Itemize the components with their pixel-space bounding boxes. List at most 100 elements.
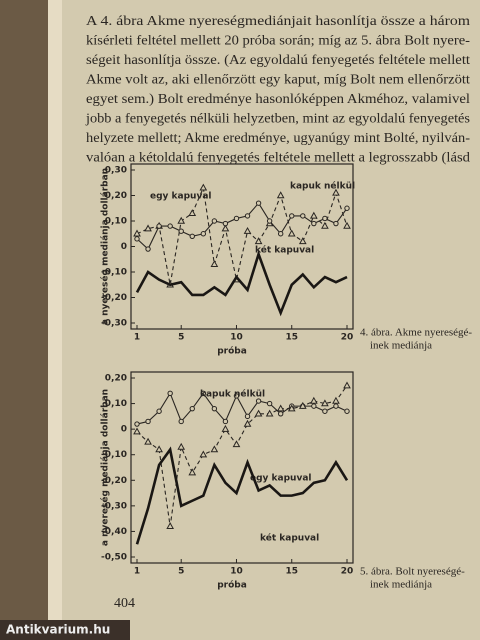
point <box>287 229 296 237</box>
point <box>344 205 350 211</box>
paragraph-line: Akme volt az, aki ellenőrzött egy kaput,… <box>86 72 470 87</box>
point <box>298 401 307 409</box>
plot-frame <box>130 371 354 564</box>
point <box>321 221 329 229</box>
x-tick-label: 1 <box>134 333 140 343</box>
y-tick-label: -0,20 <box>101 476 127 486</box>
x-axis-label: próba <box>217 346 247 357</box>
point <box>133 427 141 435</box>
point <box>156 408 162 414</box>
y-tick-label: -0,10 <box>101 268 127 278</box>
y-tick-label: -0,20 <box>101 293 127 303</box>
point <box>254 237 263 245</box>
point <box>343 381 351 389</box>
point <box>188 468 197 476</box>
paragraph-line: jobb a fenyegetés nélküli helyzetben, mi… <box>85 111 470 126</box>
point <box>200 390 207 397</box>
y-tick-label: -0,10 <box>101 450 127 460</box>
paragraph-line: helyzete mellett; Akme eredménye, ugyanú… <box>86 130 470 145</box>
series-label: egy kapuval <box>150 192 211 202</box>
point <box>309 211 318 219</box>
point <box>133 229 141 237</box>
point <box>332 396 340 404</box>
point <box>266 400 273 407</box>
point <box>134 421 140 427</box>
y-tick-label: 0,10 <box>105 217 127 227</box>
spine <box>0 0 48 640</box>
point <box>287 404 296 412</box>
y-axis-label: a nyereség mediánja dollárban <box>100 389 111 546</box>
point <box>145 418 151 425</box>
x-tick-label: 10 <box>230 333 243 343</box>
paragraph-line: A 4. ábra Akme nyereségmediánjait hasonl… <box>86 13 471 28</box>
y-tick-label: 0 <box>121 242 127 252</box>
point <box>145 246 151 252</box>
point <box>243 226 252 234</box>
page-number: 404 <box>114 596 135 611</box>
point <box>134 236 140 242</box>
point <box>277 231 284 237</box>
y-tick-label: -0,50 <box>101 553 127 563</box>
point <box>265 409 274 417</box>
point <box>343 221 351 229</box>
y-tick-label: 0,20 <box>105 374 127 384</box>
point <box>344 408 350 414</box>
point <box>333 220 339 227</box>
point <box>243 419 252 427</box>
y-tick-label: 0 <box>121 425 127 435</box>
point <box>177 442 186 450</box>
series-label: kapuk nélkül <box>200 389 265 400</box>
paragraph-line: egyet sem.) Bolt eredménye hasonlóképpen… <box>86 91 470 106</box>
x-tick-label: 5 <box>178 333 184 343</box>
y-tick-label: 0,20 <box>105 191 127 201</box>
point <box>332 188 340 196</box>
point <box>222 418 229 425</box>
point <box>144 437 152 445</box>
point <box>254 409 263 417</box>
point <box>232 440 241 448</box>
y-tick-label: 0,10 <box>105 399 127 409</box>
x-tick-label: 20 <box>341 567 354 577</box>
y-tick-label: -0,30 <box>101 319 127 329</box>
point <box>166 522 175 530</box>
point <box>266 218 273 224</box>
series-label: egy kapuval <box>250 474 311 484</box>
x-tick-label: 1 <box>134 567 140 577</box>
point <box>244 213 251 219</box>
point <box>167 390 173 397</box>
point <box>189 233 195 240</box>
point <box>155 445 163 453</box>
point <box>322 215 328 222</box>
x-tick-label: 15 <box>285 567 298 577</box>
point <box>178 228 184 234</box>
series-label: két kapuval <box>255 245 314 256</box>
x-tick-label: 20 <box>341 333 354 343</box>
point <box>311 403 317 409</box>
paragraph-line: ségeit hasonlítja össze. (Az egyoldalú f… <box>86 52 470 67</box>
point <box>300 213 306 219</box>
point <box>221 224 230 232</box>
point <box>156 223 162 229</box>
point <box>178 418 184 425</box>
point <box>322 408 328 414</box>
point <box>222 220 229 227</box>
y-tick-label: -0,40 <box>101 527 127 537</box>
caption: inek mediánja <box>370 340 432 352</box>
caption: 4. ábra. Akme nyereségé- <box>360 327 472 339</box>
series-line <box>135 250 348 317</box>
point <box>233 393 240 399</box>
series-line <box>135 446 349 545</box>
point <box>199 450 208 458</box>
point <box>289 213 295 219</box>
series-line <box>136 385 348 527</box>
x-axis-label: próba <box>217 580 247 591</box>
point <box>199 183 208 191</box>
x-tick-label: 10 <box>230 567 243 577</box>
y-tick-label: -0,30 <box>101 501 127 511</box>
series-label: két kapuval <box>260 533 319 544</box>
point <box>298 237 307 245</box>
caption: 5. ábra. Bolt nyereségé- <box>360 566 465 578</box>
